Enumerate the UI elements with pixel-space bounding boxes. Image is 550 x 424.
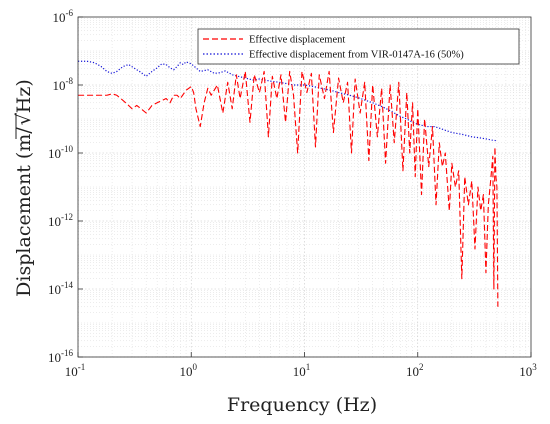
- y-axis-label-suffix: ): [13, 79, 35, 86]
- x-tick-label: 102: [406, 362, 424, 379]
- y-axis-label-prefix: Displacement (m/: [13, 127, 35, 297]
- series-effective-displacement: [78, 70, 499, 307]
- x-axis: 10-1 100 101 102 103: [65, 352, 537, 379]
- y-axis: 10-16 10-14 10-12 10-10 10-8 10-6: [48, 8, 83, 365]
- legend-box: [197, 28, 520, 65]
- y-tick-label: 10-12: [48, 212, 73, 229]
- y-tick-label: 10-16: [48, 348, 73, 365]
- y-axis-label-radical: √: [13, 112, 35, 125]
- y-axis-label: Displacement (m/ √Hz): [13, 79, 35, 297]
- y-tick-label: 10-14: [48, 280, 73, 297]
- x-axis-label: Frequency (Hz): [227, 394, 377, 416]
- series-layer: [78, 60, 499, 307]
- legend-label-vir-displacement: Effective displacement from VIR-0147A-16…: [249, 50, 464, 61]
- minor-grid: [78, 17, 531, 357]
- y-tick-label: 10-10: [48, 144, 73, 161]
- plot-area: [77, 16, 532, 358]
- x-tick-label: 100: [180, 362, 198, 379]
- y-tick-label: 10-8: [53, 76, 74, 93]
- svg-text:Displacement (m/√Hz): Displacement (m/ √Hz): [13, 79, 35, 297]
- legend: Effective displacement Effective displac…: [197, 28, 520, 65]
- x-tick-label: 103: [519, 362, 537, 379]
- x-tick-label: 101: [293, 362, 311, 379]
- series-vir-displacement: [78, 60, 497, 142]
- legend-label-effective-displacement: Effective displacement: [249, 35, 345, 46]
- x-tick-label: 10-1: [65, 362, 86, 379]
- y-axis-label-radicand: Hz: [13, 87, 35, 114]
- y-tick-label: 10-6: [53, 8, 74, 25]
